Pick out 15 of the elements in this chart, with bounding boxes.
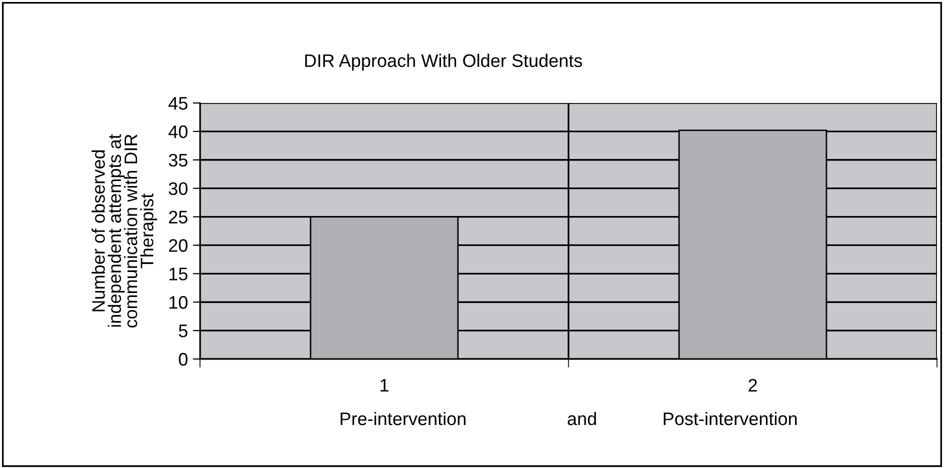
y-tick-label: 10 xyxy=(169,296,188,309)
y-tick-label: 20 xyxy=(169,239,188,252)
x-axis-title: Pre-intervention and Post-intervention xyxy=(340,412,797,426)
y-tick-label: 40 xyxy=(168,125,188,138)
y-tick-label: 45 xyxy=(168,97,188,110)
x-tick-label: 2 xyxy=(748,378,757,392)
y-tick-label: 15 xyxy=(169,268,188,280)
y-tick-label: 30 xyxy=(168,182,188,196)
chart-title: DIR Approach With Older Students xyxy=(305,54,582,71)
x-tick-label: 1 xyxy=(380,379,388,392)
y-tick-label: 5 xyxy=(178,324,188,338)
y-tick-label: 35 xyxy=(168,154,188,167)
y-tick-label: 25 xyxy=(169,210,188,224)
y-tick-label: 0 xyxy=(178,352,188,366)
y-axis-title: Number of observed independent attempts at communication with DIR Therapist xyxy=(92,134,157,328)
